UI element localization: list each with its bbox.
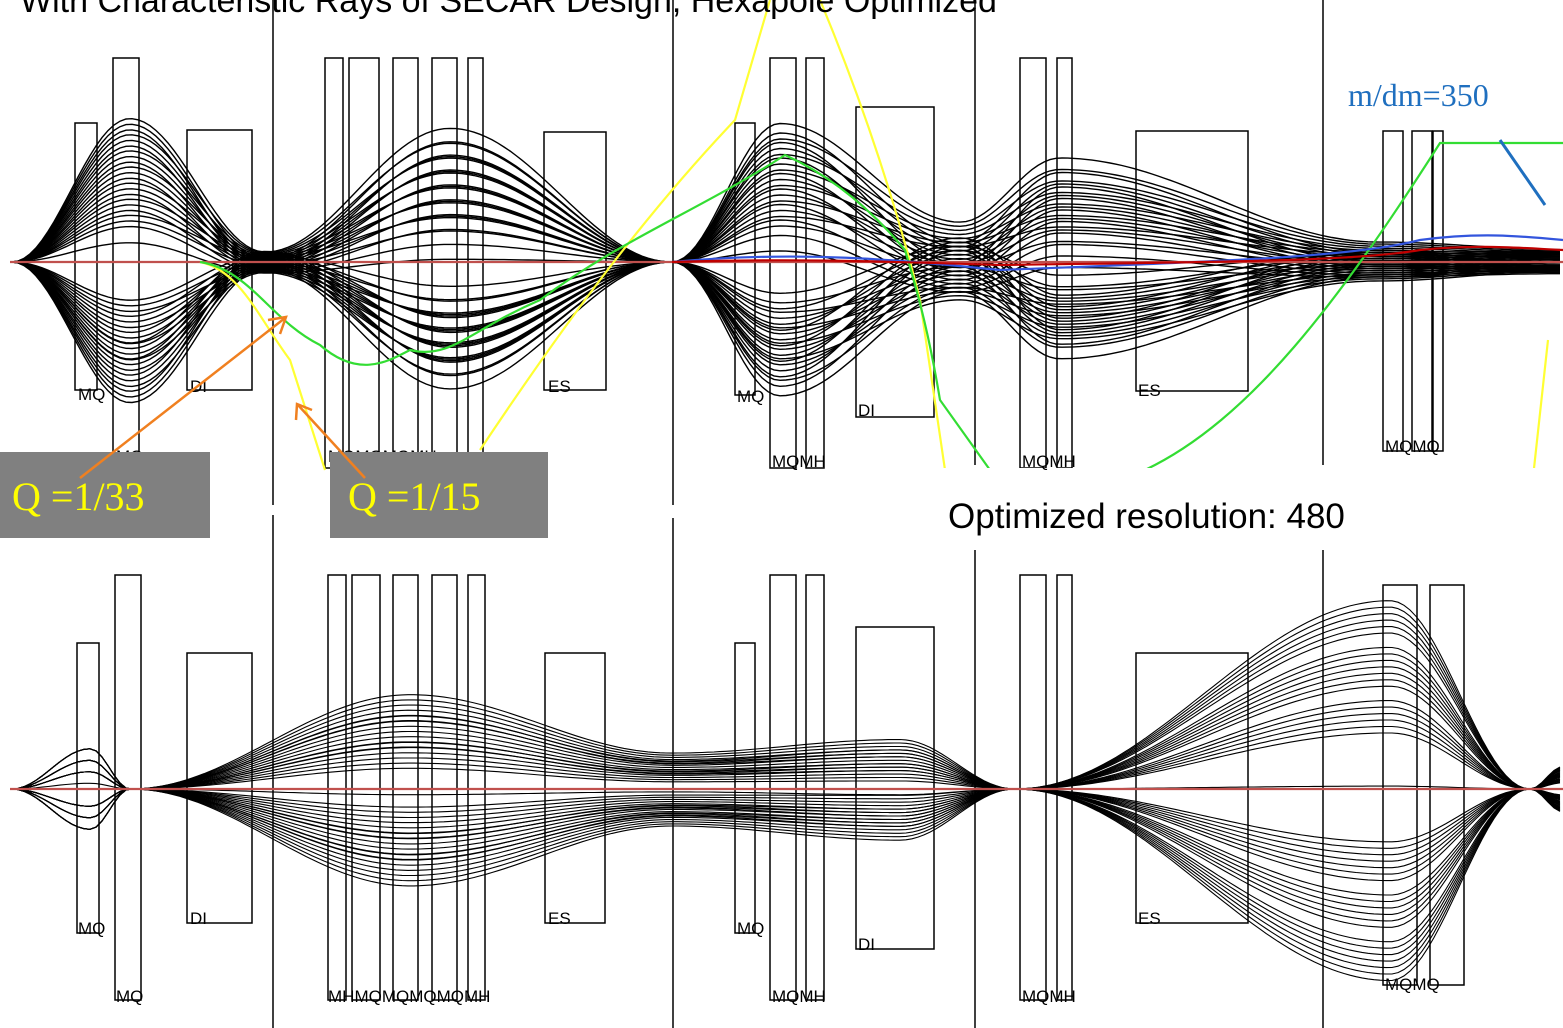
ray [12,607,1560,789]
element-label: MQ [116,987,143,1006]
page: MQMQDIMQMQMQMHESMQMQMHDIMQMHESMQMQMQMQDI… [0,0,1563,1028]
annotation: Optimized resolution: 480 [948,497,1345,536]
diagram: MQMQDIMQMQMQMHESMQMQMHDIMQMHESMQMQMQMQDI… [0,0,1563,1028]
element-label: ES [548,909,571,928]
title: With Characteristic Rays of SECAR Design… [20,0,997,20]
ray [12,135,1560,262]
element-label: DI [858,401,875,420]
rays [12,119,1560,981]
ray [12,789,1560,874]
ray [12,707,1560,789]
pointer [1500,140,1545,205]
annotation: Q =1/33 [12,474,145,519]
element-label: ES [1138,381,1161,400]
element-label: MQ [737,387,764,406]
element-label: ES [548,377,571,396]
element [806,575,824,1000]
element-label: MQ [737,919,764,938]
element [393,575,418,1000]
ray [12,789,1560,914]
element-label: MQMH [1022,987,1076,1006]
ray [12,261,1560,381]
element-label: MQMH [772,987,826,1006]
element [1412,131,1432,451]
ray [12,686,1560,789]
element [432,575,457,1000]
element [468,575,485,1000]
element-label: ES [1138,909,1161,928]
element [1433,131,1443,451]
element [1383,131,1403,451]
element-label: MQ [78,919,105,938]
annotation: m/dm=350 [1348,77,1489,113]
element-label: MQMH [772,452,826,471]
element [352,575,380,1000]
element-label: MQ [78,385,105,404]
annotation: Q =1/15 [348,474,481,519]
characteristic-rays [10,0,1563,789]
ray [12,789,1560,895]
element-label: MQMH [1022,452,1076,471]
element [770,575,796,1000]
element-label: MQMQ [1385,975,1440,994]
element-label: MQMQ [1385,437,1440,456]
element-label: MHMQMQMQMQMH [328,987,490,1006]
element-label: DI [858,935,875,954]
element-label: DI [190,909,207,928]
ray [12,119,1560,262]
element [328,575,346,1000]
